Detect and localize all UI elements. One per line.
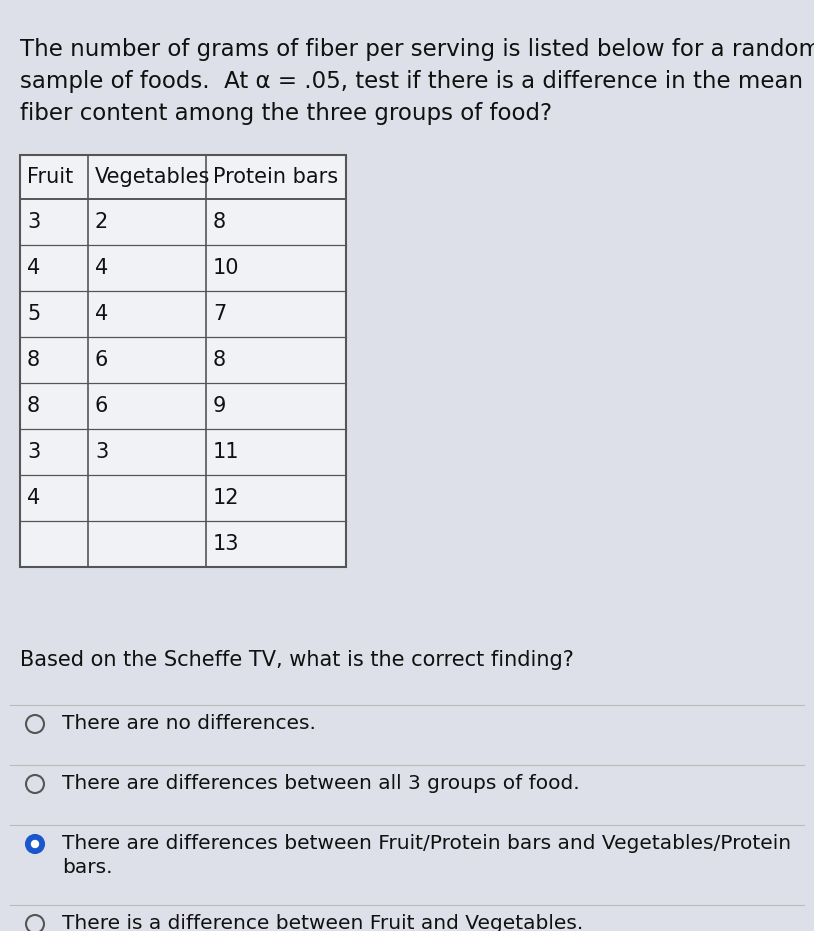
Text: 3: 3 <box>95 442 108 462</box>
Text: 5: 5 <box>27 304 40 324</box>
Text: 9: 9 <box>213 396 226 416</box>
Text: 6: 6 <box>95 396 108 416</box>
Text: 4: 4 <box>95 258 108 278</box>
Text: 4: 4 <box>27 258 40 278</box>
Text: 3: 3 <box>27 212 40 232</box>
Text: 10: 10 <box>213 258 239 278</box>
Text: Protein bars: Protein bars <box>213 167 338 187</box>
Text: There are no differences.: There are no differences. <box>62 714 316 733</box>
Text: 8: 8 <box>213 212 226 232</box>
Text: There are differences between all 3 groups of food.: There are differences between all 3 grou… <box>62 774 580 793</box>
Text: 8: 8 <box>213 350 226 370</box>
Circle shape <box>26 775 44 793</box>
Bar <box>20 155 346 567</box>
Circle shape <box>26 835 44 853</box>
Text: 4: 4 <box>27 488 40 508</box>
Text: Based on the Scheffe TV, what is the correct finding?: Based on the Scheffe TV, what is the cor… <box>20 650 574 670</box>
Circle shape <box>26 715 44 733</box>
Text: The number of grams of fiber per serving is listed below for a random: The number of grams of fiber per serving… <box>20 38 814 61</box>
Text: sample of foods.  At α = .05, test if there is a difference in the mean: sample of foods. At α = .05, test if the… <box>20 70 803 93</box>
Text: 8: 8 <box>27 396 40 416</box>
Text: There is a difference between Fruit and Vegetables.: There is a difference between Fruit and … <box>62 914 584 931</box>
Text: 13: 13 <box>213 534 239 554</box>
Circle shape <box>26 915 44 931</box>
Text: Fruit: Fruit <box>27 167 73 187</box>
Text: 3: 3 <box>27 442 40 462</box>
Text: 2: 2 <box>95 212 108 232</box>
Text: fiber content among the three groups of food?: fiber content among the three groups of … <box>20 102 552 125</box>
Text: 4: 4 <box>95 304 108 324</box>
Text: 7: 7 <box>213 304 226 324</box>
Text: Vegetables: Vegetables <box>95 167 210 187</box>
Text: 11: 11 <box>213 442 239 462</box>
Text: 8: 8 <box>27 350 40 370</box>
Text: bars.: bars. <box>62 858 112 877</box>
Circle shape <box>32 841 38 847</box>
Text: 6: 6 <box>95 350 108 370</box>
Text: There are differences between Fruit/Protein bars and Vegetables/Protein: There are differences between Fruit/Prot… <box>62 834 791 853</box>
Text: 12: 12 <box>213 488 239 508</box>
